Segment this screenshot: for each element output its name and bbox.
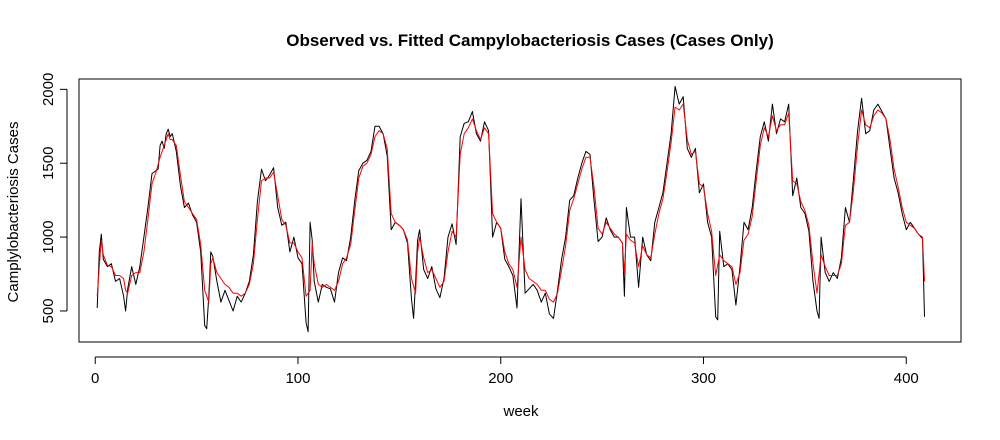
y-tick-label: 2000	[40, 73, 57, 106]
x-axis: 0 100 200 300 400	[91, 356, 919, 387]
y-axis: 500 1000 1500 2000	[40, 73, 68, 323]
y-axis-label: Camplylobacteriosis Cases	[5, 122, 22, 303]
series-layer	[96, 85, 925, 333]
fitted-series-line	[96, 103, 925, 303]
y-tick-label: 500	[40, 298, 57, 323]
x-tick-label: 100	[285, 370, 310, 387]
y-tick-label: 1000	[40, 220, 57, 253]
x-axis-label: week	[502, 403, 539, 420]
chart-title: Observed vs. Fitted Campylobacteriosis C…	[286, 31, 774, 50]
plot-frame	[78, 78, 962, 343]
x-tick-label: 400	[894, 370, 919, 387]
x-tick-label: 200	[488, 370, 513, 387]
observed-series-line	[96, 85, 925, 333]
x-tick-label: 300	[691, 370, 716, 387]
y-tick-label: 1500	[40, 147, 57, 180]
x-tick-label: 0	[91, 370, 99, 387]
